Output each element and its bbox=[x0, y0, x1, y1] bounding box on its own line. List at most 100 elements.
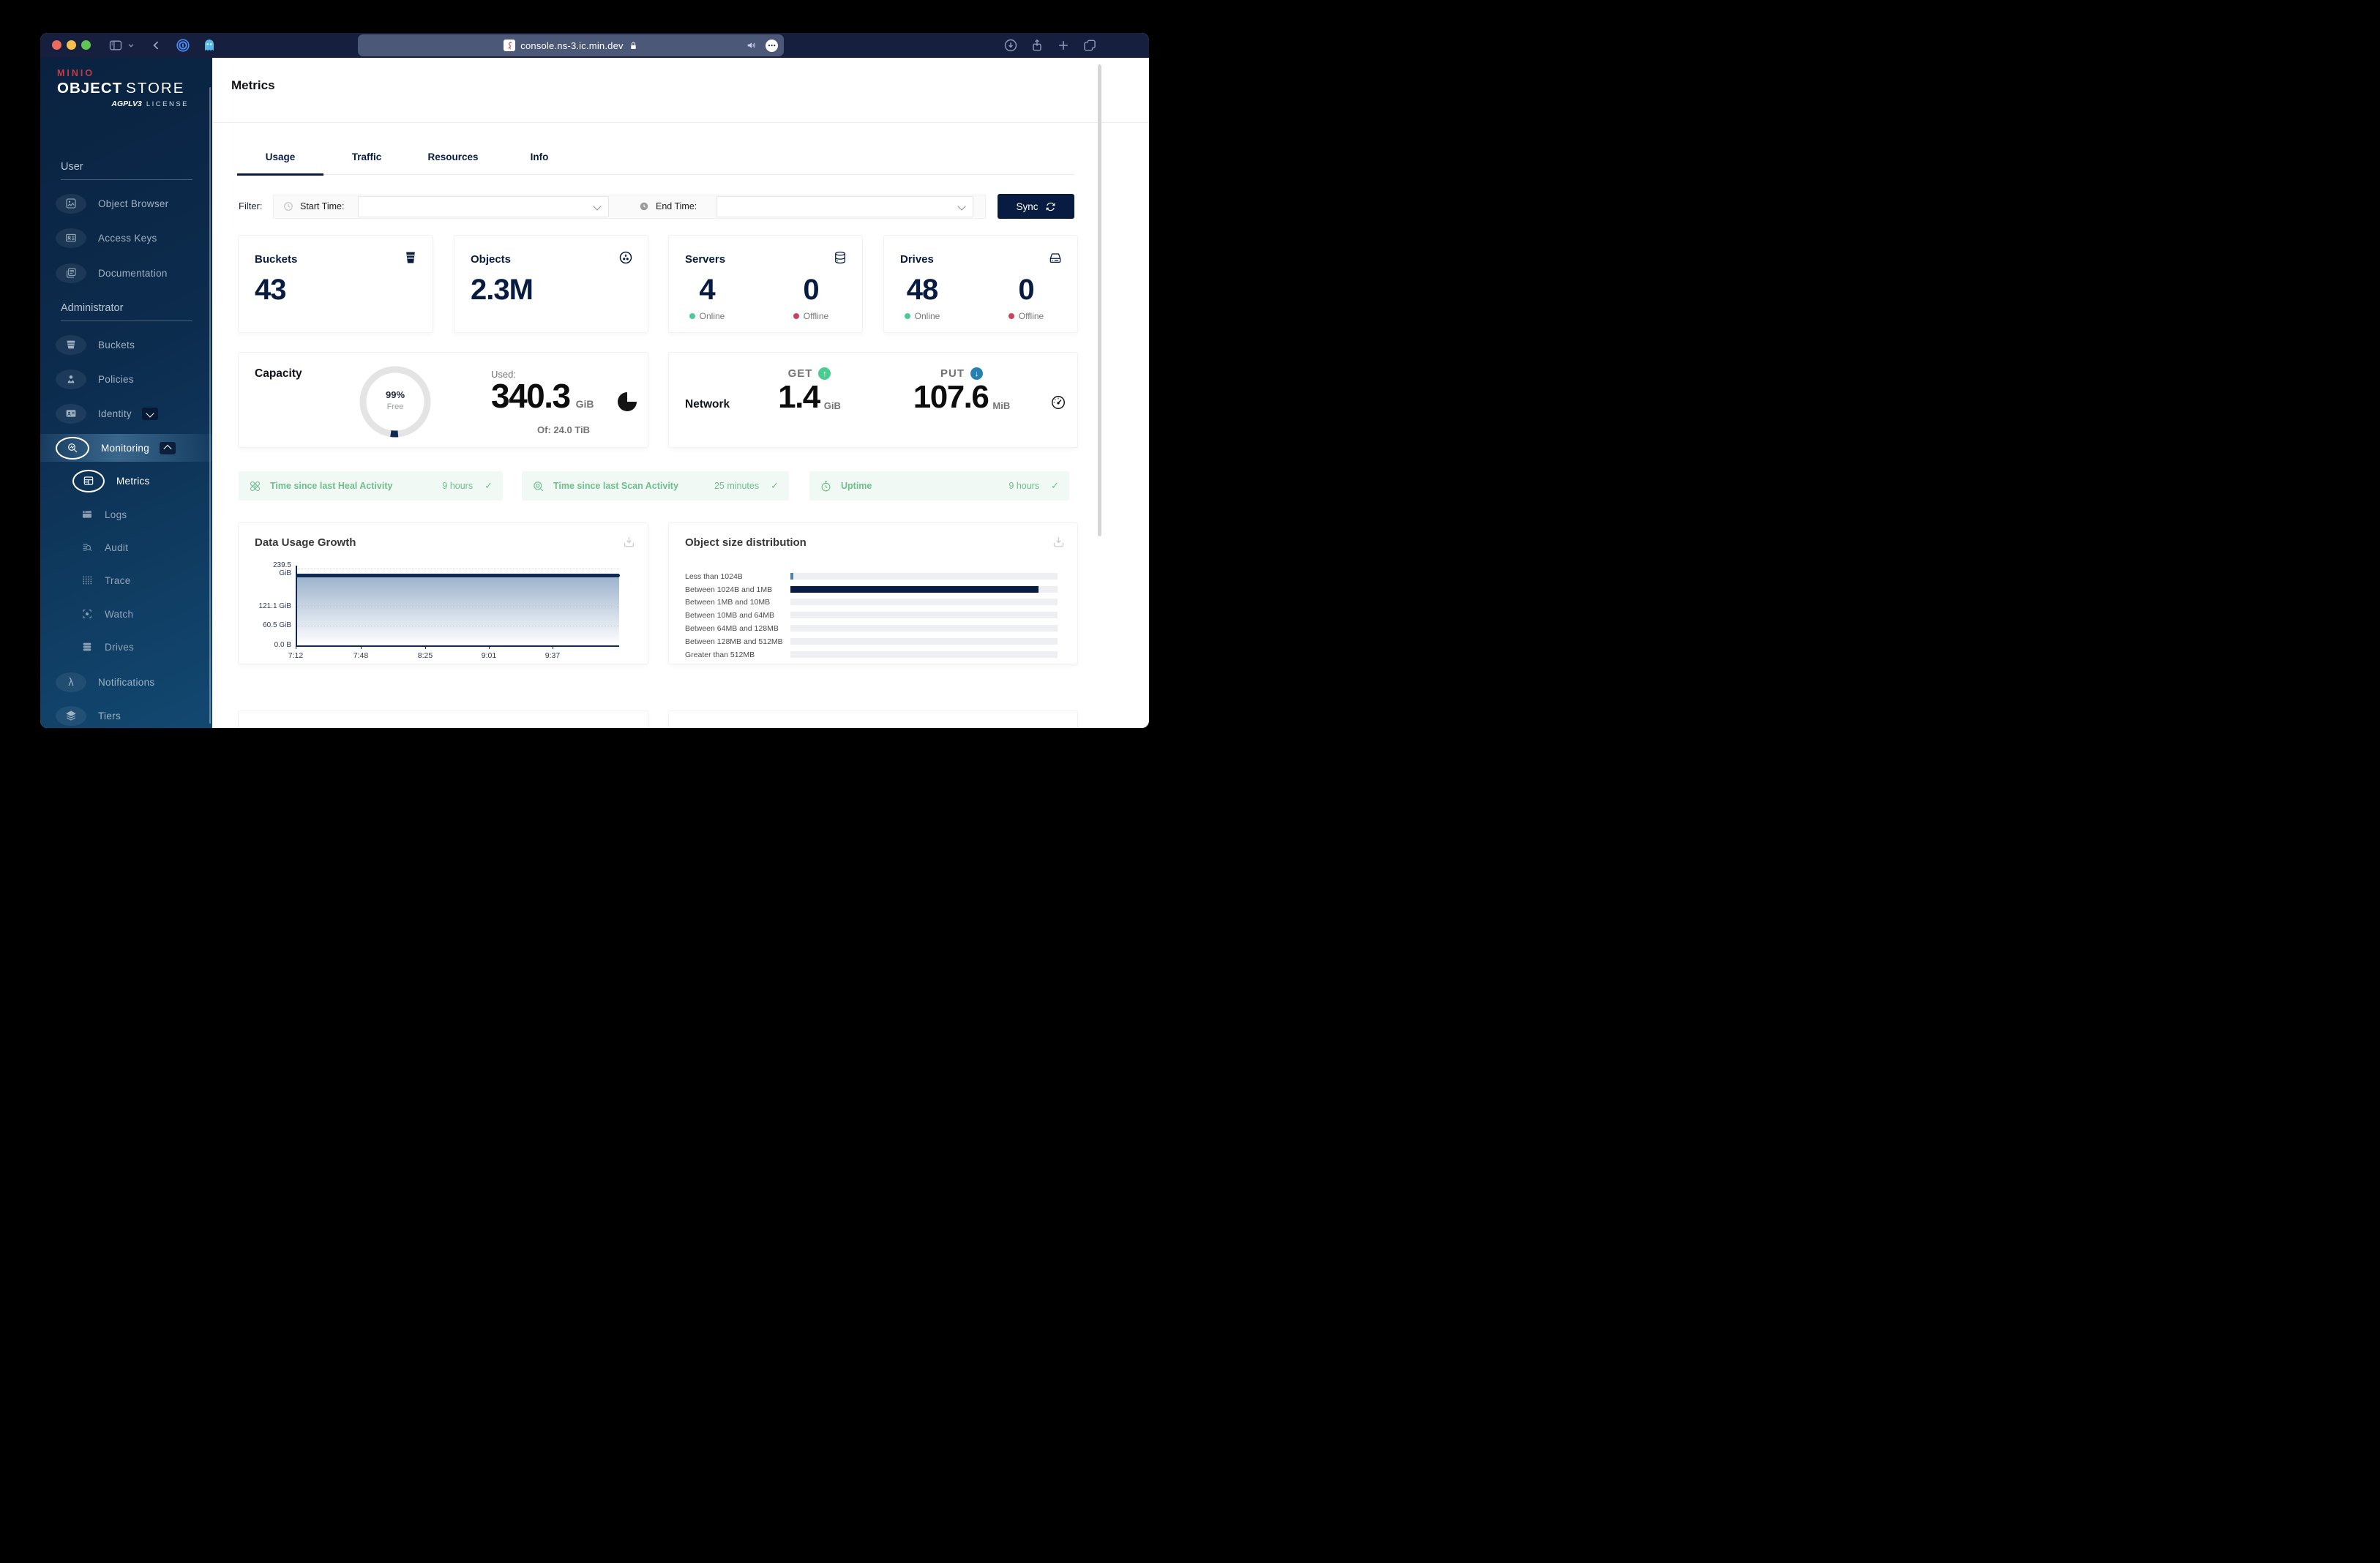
bucket-icon bbox=[403, 250, 418, 265]
sidebar-item-object-browser[interactable]: Object Browser bbox=[40, 189, 212, 218]
tab-usage[interactable]: Usage bbox=[237, 143, 323, 176]
download-chart-icon[interactable] bbox=[622, 535, 636, 549]
bar-track bbox=[790, 651, 1058, 658]
share-icon[interactable] bbox=[1030, 38, 1044, 53]
sidebar-item-label: Access Keys bbox=[98, 232, 157, 244]
sidebar-item-label: Buckets bbox=[98, 339, 135, 351]
get-label: GET bbox=[787, 367, 813, 380]
bar-track bbox=[790, 612, 1058, 618]
drives-offline-count: 0 bbox=[1018, 274, 1034, 306]
heal-activity-pill: Time since last Heal Activity 9 hours ✓ bbox=[239, 471, 503, 501]
ghostery-extension-icon[interactable] bbox=[202, 38, 217, 53]
filter-panel: Start Time: End Time: bbox=[273, 195, 986, 219]
trace-icon bbox=[81, 574, 93, 586]
drives-offline-stat: 0 Offline bbox=[995, 274, 1057, 321]
offline-dot bbox=[793, 313, 799, 319]
page-scrollbar[interactable] bbox=[1098, 64, 1101, 536]
sidebar-item-trace[interactable]: Trace bbox=[40, 566, 212, 595]
sidebar-item-logs[interactable]: Logs bbox=[40, 500, 212, 529]
zoom-window-button[interactable] bbox=[81, 40, 91, 50]
bar-track bbox=[790, 599, 1058, 605]
sidebar-item-label: Notifications bbox=[98, 676, 155, 688]
back-icon[interactable] bbox=[150, 38, 162, 53]
sidebar-item-label: Object Browser bbox=[98, 198, 169, 209]
tab-resources[interactable]: Resources bbox=[410, 143, 496, 174]
download-chart-icon[interactable] bbox=[1052, 535, 1066, 549]
network-card: Network GET ↑ 1.4 GiB PUT ↓ 107.6 MiB bbox=[668, 352, 1078, 448]
drive-icon bbox=[1048, 250, 1063, 265]
tab-label: Usage bbox=[265, 151, 296, 162]
bar-fill bbox=[790, 573, 793, 580]
servers-card-label: Servers bbox=[685, 253, 726, 266]
sync-button[interactable]: Sync bbox=[998, 194, 1074, 219]
chevron-down-icon[interactable] bbox=[127, 42, 135, 49]
address-bar[interactable]: console.ns-3.ic.min.dev ⋯ bbox=[358, 34, 784, 56]
page-settings-icon[interactable]: ⋯ bbox=[766, 39, 778, 52]
online-label: Online bbox=[699, 311, 725, 321]
identity-expand-icon[interactable] bbox=[141, 407, 158, 420]
license-label: LICENSE bbox=[146, 100, 189, 108]
sidebar-item-drives[interactable]: Drives bbox=[40, 632, 212, 661]
sidebar-toggle-icon[interactable] bbox=[108, 38, 124, 53]
object-size-distribution-card: Object size distribution Less than 1024B… bbox=[668, 522, 1078, 664]
sidebar-item-watch[interactable]: Watch bbox=[40, 599, 212, 629]
put-unit: MiB bbox=[992, 400, 1011, 411]
sidebar-item-documentation[interactable]: Documentation bbox=[40, 258, 212, 288]
bar-label: Between 64MB and 128MB bbox=[685, 624, 779, 633]
sidebar-item-notifications[interactable]: λ Notifications bbox=[40, 667, 212, 697]
online-dot bbox=[904, 313, 910, 319]
buckets-icon bbox=[56, 334, 86, 355]
area-chart-plot bbox=[296, 566, 620, 647]
sidebar-item-access-keys[interactable]: Access Keys bbox=[40, 223, 212, 252]
bar-row: Less than 1024B bbox=[685, 571, 1058, 582]
drives-card-label: Drives bbox=[900, 253, 934, 266]
end-time-label: End Time: bbox=[656, 201, 697, 211]
data-usage-growth-card: Data Usage Growth 239.5 GiB 121.1 GiB 60.… bbox=[238, 522, 648, 664]
onepassword-extension-icon[interactable] bbox=[176, 38, 190, 53]
start-time-select[interactable] bbox=[358, 196, 609, 217]
minimize-window-button[interactable] bbox=[67, 40, 76, 50]
sidebar-item-buckets[interactable]: Buckets bbox=[40, 330, 212, 359]
section-header-user: User bbox=[61, 161, 83, 173]
audit-icon bbox=[81, 541, 93, 553]
scan-activity-value: 25 minutes bbox=[714, 481, 760, 491]
chevron-down-icon bbox=[593, 202, 602, 211]
sidebar-item-policies[interactable]: Policies bbox=[40, 364, 212, 394]
online-dot bbox=[689, 313, 695, 319]
sidebar-item-label: Drives bbox=[105, 641, 135, 653]
tab-overview-icon[interactable] bbox=[1082, 38, 1097, 53]
sidebar-item-tiers[interactable]: Tiers bbox=[40, 701, 212, 728]
sidebar-item-identity[interactable]: Identity bbox=[40, 399, 212, 428]
sidebar-item-metrics[interactable]: Metrics bbox=[40, 466, 212, 495]
monitoring-collapse-icon[interactable] bbox=[160, 441, 176, 454]
sidebar-item-monitoring[interactable]: Monitoring bbox=[40, 433, 212, 462]
uptime-label: Uptime bbox=[841, 481, 872, 491]
end-time-select[interactable] bbox=[716, 196, 973, 217]
logo-title-bold: OBJECT bbox=[57, 80, 123, 97]
servers-online-count: 4 bbox=[699, 274, 715, 306]
sidebar-item-label: Policies bbox=[98, 373, 134, 385]
sidebar-item-audit[interactable]: Audit bbox=[40, 533, 212, 562]
monitoring-icon bbox=[56, 436, 89, 460]
sidebar-item-label: Metrics bbox=[116, 475, 150, 487]
sidebar-scrollbar[interactable] bbox=[209, 87, 211, 724]
objects-card-label: Objects bbox=[471, 253, 512, 266]
downloads-icon[interactable] bbox=[1003, 38, 1018, 53]
offline-label: Offline bbox=[803, 311, 829, 321]
put-label: PUT bbox=[940, 367, 965, 380]
close-window-button[interactable] bbox=[52, 40, 61, 50]
heal-icon bbox=[249, 480, 261, 492]
scan-activity-pill: Time since last Scan Activity 25 minutes… bbox=[522, 471, 789, 501]
filter-label: Filter: bbox=[239, 200, 263, 211]
clock-icon bbox=[283, 201, 293, 211]
area-series-fill bbox=[297, 577, 619, 645]
bar-label: Greater than 512MB bbox=[685, 651, 755, 659]
capacity-card: Capacity 99% Free Used: 340.3 GiB Of: 24… bbox=[238, 352, 648, 448]
tab-traffic[interactable]: Traffic bbox=[323, 143, 410, 174]
chevron-down-icon bbox=[957, 202, 966, 211]
new-tab-icon[interactable] bbox=[1056, 38, 1071, 53]
drives-icon bbox=[81, 641, 93, 653]
objects-card: Objects 2.3M bbox=[454, 235, 648, 333]
mute-icon[interactable] bbox=[746, 40, 757, 51]
tab-info[interactable]: Info bbox=[496, 143, 583, 174]
